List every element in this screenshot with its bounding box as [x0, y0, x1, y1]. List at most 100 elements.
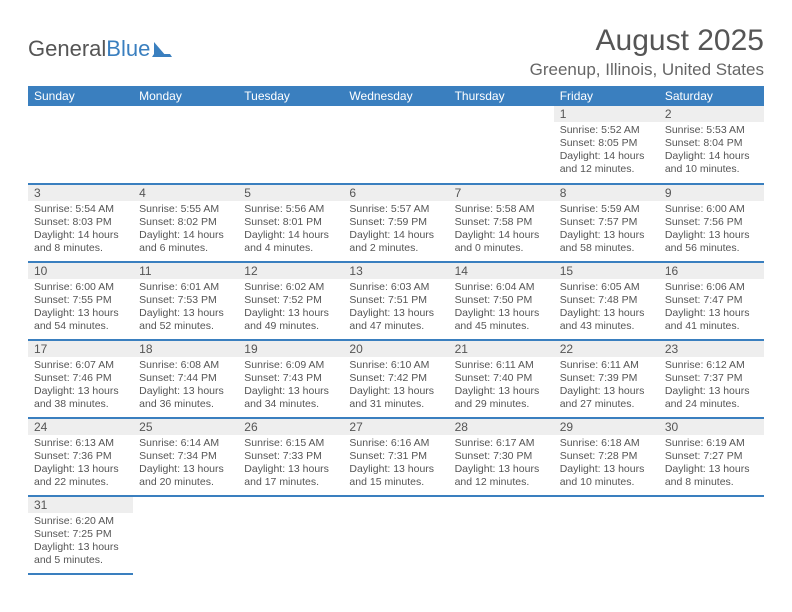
calendar-cell: 20Sunrise: 6:10 AMSunset: 7:42 PMDayligh…: [343, 340, 448, 418]
calendar-table: SundayMondayTuesdayWednesdayThursdayFrid…: [28, 86, 764, 575]
day-detail: Sunrise: 6:08 AMSunset: 7:44 PMDaylight:…: [133, 357, 238, 416]
weekday-header: Friday: [554, 86, 659, 106]
day-number: 2: [659, 106, 764, 122]
calendar-cell: 29Sunrise: 6:18 AMSunset: 7:28 PMDayligh…: [554, 418, 659, 496]
day-detail: Sunrise: 5:55 AMSunset: 8:02 PMDaylight:…: [133, 201, 238, 260]
calendar-cell: [133, 106, 238, 184]
day-number: 21: [449, 341, 554, 357]
weekday-header: Tuesday: [238, 86, 343, 106]
day-number: 11: [133, 263, 238, 279]
logo: GeneralBlue: [28, 24, 174, 62]
day-number: 29: [554, 419, 659, 435]
day-number: 10: [28, 263, 133, 279]
day-detail: Sunrise: 6:04 AMSunset: 7:50 PMDaylight:…: [449, 279, 554, 338]
day-number: 27: [343, 419, 448, 435]
day-number: 20: [343, 341, 448, 357]
calendar-cell: 3Sunrise: 5:54 AMSunset: 8:03 PMDaylight…: [28, 184, 133, 262]
day-detail: Sunrise: 6:05 AMSunset: 7:48 PMDaylight:…: [554, 279, 659, 338]
calendar-cell: 25Sunrise: 6:14 AMSunset: 7:34 PMDayligh…: [133, 418, 238, 496]
calendar-cell: 11Sunrise: 6:01 AMSunset: 7:53 PMDayligh…: [133, 262, 238, 340]
calendar-cell: 28Sunrise: 6:17 AMSunset: 7:30 PMDayligh…: [449, 418, 554, 496]
day-number: 1: [554, 106, 659, 122]
day-number: 24: [28, 419, 133, 435]
weekday-header: Wednesday: [343, 86, 448, 106]
calendar-cell: [343, 496, 448, 574]
day-detail: Sunrise: 6:00 AMSunset: 7:55 PMDaylight:…: [28, 279, 133, 338]
day-detail: Sunrise: 6:06 AMSunset: 7:47 PMDaylight:…: [659, 279, 764, 338]
day-detail: Sunrise: 5:57 AMSunset: 7:59 PMDaylight:…: [343, 201, 448, 260]
calendar-cell: 17Sunrise: 6:07 AMSunset: 7:46 PMDayligh…: [28, 340, 133, 418]
day-number: 28: [449, 419, 554, 435]
weekday-header: Saturday: [659, 86, 764, 106]
calendar-cell: 24Sunrise: 6:13 AMSunset: 7:36 PMDayligh…: [28, 418, 133, 496]
day-detail: Sunrise: 5:53 AMSunset: 8:04 PMDaylight:…: [659, 122, 764, 181]
calendar-cell: 31Sunrise: 6:20 AMSunset: 7:25 PMDayligh…: [28, 496, 133, 574]
day-detail: Sunrise: 6:02 AMSunset: 7:52 PMDaylight:…: [238, 279, 343, 338]
day-number: 4: [133, 185, 238, 201]
day-number: 13: [343, 263, 448, 279]
logo-text-a: General: [28, 36, 106, 62]
calendar-cell: [449, 106, 554, 184]
calendar-cell: 30Sunrise: 6:19 AMSunset: 7:27 PMDayligh…: [659, 418, 764, 496]
day-number: 15: [554, 263, 659, 279]
day-detail: Sunrise: 6:20 AMSunset: 7:25 PMDaylight:…: [28, 513, 133, 572]
day-number: 23: [659, 341, 764, 357]
day-detail: Sunrise: 5:58 AMSunset: 7:58 PMDaylight:…: [449, 201, 554, 260]
month-title: August 2025: [530, 24, 764, 58]
day-detail: Sunrise: 6:16 AMSunset: 7:31 PMDaylight:…: [343, 435, 448, 494]
weekday-header: Monday: [133, 86, 238, 106]
day-detail: Sunrise: 6:17 AMSunset: 7:30 PMDaylight:…: [449, 435, 554, 494]
calendar-cell: [659, 496, 764, 574]
calendar-cell: [28, 106, 133, 184]
day-number: 18: [133, 341, 238, 357]
day-detail: Sunrise: 6:03 AMSunset: 7:51 PMDaylight:…: [343, 279, 448, 338]
calendar-cell: 18Sunrise: 6:08 AMSunset: 7:44 PMDayligh…: [133, 340, 238, 418]
day-number: 17: [28, 341, 133, 357]
day-number: 25: [133, 419, 238, 435]
day-number: 8: [554, 185, 659, 201]
day-number: 19: [238, 341, 343, 357]
calendar-cell: 13Sunrise: 6:03 AMSunset: 7:51 PMDayligh…: [343, 262, 448, 340]
day-number: 12: [238, 263, 343, 279]
calendar-cell: 16Sunrise: 6:06 AMSunset: 7:47 PMDayligh…: [659, 262, 764, 340]
logo-text-b: Blue: [106, 36, 150, 62]
day-detail: Sunrise: 6:11 AMSunset: 7:40 PMDaylight:…: [449, 357, 554, 416]
day-number: 30: [659, 419, 764, 435]
day-number: 14: [449, 263, 554, 279]
weekday-header: Sunday: [28, 86, 133, 106]
calendar-cell: 26Sunrise: 6:15 AMSunset: 7:33 PMDayligh…: [238, 418, 343, 496]
day-number: 22: [554, 341, 659, 357]
calendar-cell: 5Sunrise: 5:56 AMSunset: 8:01 PMDaylight…: [238, 184, 343, 262]
day-detail: Sunrise: 5:54 AMSunset: 8:03 PMDaylight:…: [28, 201, 133, 260]
day-detail: Sunrise: 6:01 AMSunset: 7:53 PMDaylight:…: [133, 279, 238, 338]
day-detail: Sunrise: 6:14 AMSunset: 7:34 PMDaylight:…: [133, 435, 238, 494]
day-detail: Sunrise: 6:12 AMSunset: 7:37 PMDaylight:…: [659, 357, 764, 416]
day-number: 5: [238, 185, 343, 201]
day-number: 3: [28, 185, 133, 201]
day-detail: Sunrise: 6:07 AMSunset: 7:46 PMDaylight:…: [28, 357, 133, 416]
calendar-cell: [133, 496, 238, 574]
header: GeneralBlue August 2025 Greenup, Illinoi…: [28, 24, 764, 80]
day-number: 31: [28, 497, 133, 513]
calendar-cell: [343, 106, 448, 184]
calendar-cell: 9Sunrise: 6:00 AMSunset: 7:56 PMDaylight…: [659, 184, 764, 262]
calendar-cell: 10Sunrise: 6:00 AMSunset: 7:55 PMDayligh…: [28, 262, 133, 340]
day-detail: Sunrise: 6:19 AMSunset: 7:27 PMDaylight:…: [659, 435, 764, 494]
day-number: 26: [238, 419, 343, 435]
calendar-cell: [238, 496, 343, 574]
weekday-header: Thursday: [449, 86, 554, 106]
day-detail: Sunrise: 5:52 AMSunset: 8:05 PMDaylight:…: [554, 122, 659, 181]
calendar-cell: 8Sunrise: 5:59 AMSunset: 7:57 PMDaylight…: [554, 184, 659, 262]
day-detail: Sunrise: 5:56 AMSunset: 8:01 PMDaylight:…: [238, 201, 343, 260]
calendar-cell: 15Sunrise: 6:05 AMSunset: 7:48 PMDayligh…: [554, 262, 659, 340]
calendar-cell: 7Sunrise: 5:58 AMSunset: 7:58 PMDaylight…: [449, 184, 554, 262]
day-number: 6: [343, 185, 448, 201]
calendar-cell: 14Sunrise: 6:04 AMSunset: 7:50 PMDayligh…: [449, 262, 554, 340]
day-detail: Sunrise: 6:09 AMSunset: 7:43 PMDaylight:…: [238, 357, 343, 416]
calendar-cell: 6Sunrise: 5:57 AMSunset: 7:59 PMDaylight…: [343, 184, 448, 262]
calendar-cell: 21Sunrise: 6:11 AMSunset: 7:40 PMDayligh…: [449, 340, 554, 418]
calendar-cell: 1Sunrise: 5:52 AMSunset: 8:05 PMDaylight…: [554, 106, 659, 184]
calendar-cell: [238, 106, 343, 184]
day-detail: Sunrise: 6:18 AMSunset: 7:28 PMDaylight:…: [554, 435, 659, 494]
day-detail: Sunrise: 5:59 AMSunset: 7:57 PMDaylight:…: [554, 201, 659, 260]
